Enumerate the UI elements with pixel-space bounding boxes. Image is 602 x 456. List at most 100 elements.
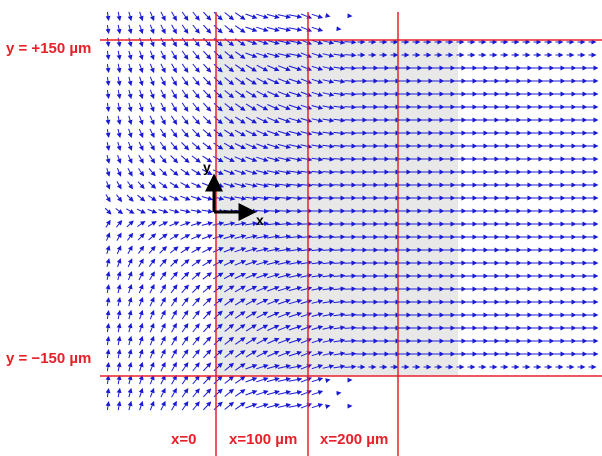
field-arrow — [288, 52, 303, 58]
field-arrow — [180, 246, 190, 254]
field-arrow — [203, 401, 212, 411]
field-arrow — [138, 50, 144, 61]
field-arrow — [171, 11, 177, 22]
field-arrow — [311, 78, 324, 84]
field-arrow — [191, 168, 202, 176]
field-arrow — [180, 155, 190, 163]
field-arrow — [344, 104, 357, 110]
field-arrow — [333, 247, 346, 253]
field-arrow — [256, 13, 269, 19]
field-arrow — [245, 260, 258, 266]
field-arrow — [266, 272, 280, 279]
field-arrow — [300, 156, 313, 162]
field-arrow — [127, 348, 133, 359]
field-arrow — [191, 234, 202, 240]
field-arrow — [288, 221, 303, 227]
field-arrow — [136, 208, 146, 214]
field-arrow — [181, 11, 189, 21]
field-arrow — [138, 102, 144, 113]
field-arrow — [137, 194, 146, 202]
field-arrow — [212, 247, 224, 253]
field-arrow — [181, 284, 189, 294]
field-arrow — [126, 194, 134, 202]
field-arrow — [181, 375, 189, 385]
field-arrow — [333, 39, 346, 45]
field-arrow — [138, 141, 144, 151]
field-arrow — [105, 362, 111, 372]
field-arrow — [190, 208, 202, 214]
field-arrow — [105, 89, 111, 99]
field-arrow — [256, 195, 269, 201]
field-arrow — [311, 117, 324, 123]
field-arrow — [234, 298, 246, 306]
field-arrow — [256, 298, 269, 306]
field-arrow — [322, 234, 335, 240]
field-arrow — [288, 130, 303, 137]
field-arrow — [223, 142, 235, 150]
field-arrow — [333, 260, 346, 266]
field-arrow — [300, 377, 313, 383]
field-arrow — [322, 169, 335, 175]
field-arrow — [105, 194, 111, 203]
field-arrow — [288, 234, 303, 240]
field-arrow — [344, 364, 357, 370]
field-arrow — [105, 116, 111, 125]
field-arrow — [138, 63, 144, 74]
field-arrow — [333, 338, 346, 344]
field-arrow — [277, 221, 292, 227]
field-arrow — [223, 260, 235, 266]
field-arrow — [333, 52, 346, 58]
field-arrow — [277, 40, 292, 45]
field-arrow — [126, 208, 135, 214]
field-arrow — [202, 247, 213, 253]
field-arrow — [127, 296, 133, 307]
field-arrow — [300, 338, 313, 344]
field-arrow — [300, 390, 313, 396]
field-arrow — [147, 208, 158, 214]
field-arrow — [138, 76, 144, 87]
field-arrow — [300, 13, 313, 19]
field-arrow — [333, 169, 346, 175]
field-arrow — [288, 169, 303, 175]
field-arrow — [234, 247, 247, 253]
field-arrow — [311, 13, 324, 19]
field-arrow — [201, 208, 214, 214]
field-arrow — [171, 400, 177, 411]
field-arrow — [234, 234, 247, 240]
field-arrow — [266, 39, 280, 45]
field-arrow — [300, 403, 313, 409]
field-arrow — [224, 336, 235, 345]
field-arrow — [311, 105, 324, 110]
field-arrow — [256, 260, 269, 266]
field-arrow — [191, 182, 202, 188]
field-arrow — [149, 11, 155, 22]
field-arrow — [266, 247, 280, 252]
field-arrow — [203, 76, 212, 86]
field-arrow — [202, 155, 213, 163]
field-arrow — [266, 221, 281, 227]
field-arrow — [277, 91, 291, 98]
field-arrow — [322, 286, 335, 292]
field-arrow — [170, 128, 178, 138]
field-arrow — [288, 195, 303, 201]
field-arrow — [138, 168, 145, 177]
field-arrow — [192, 89, 200, 99]
field-arrow — [266, 182, 281, 188]
field-arrow — [127, 115, 133, 126]
field-arrow — [160, 63, 166, 74]
field-arrow — [181, 89, 189, 99]
field-arrow — [191, 155, 201, 163]
field-arrow — [105, 63, 111, 73]
field-arrow — [159, 141, 167, 151]
field-arrow — [245, 377, 258, 383]
field-arrow — [322, 104, 335, 110]
field-arrow — [105, 323, 111, 333]
field-arrow — [344, 130, 357, 136]
field-arrow — [203, 89, 212, 99]
field-arrow — [324, 378, 331, 384]
field-arrow — [149, 335, 155, 346]
field-arrow — [160, 50, 166, 61]
y-axis-label: y — [203, 159, 211, 175]
field-arrow — [234, 129, 246, 137]
field-arrow — [300, 195, 313, 201]
